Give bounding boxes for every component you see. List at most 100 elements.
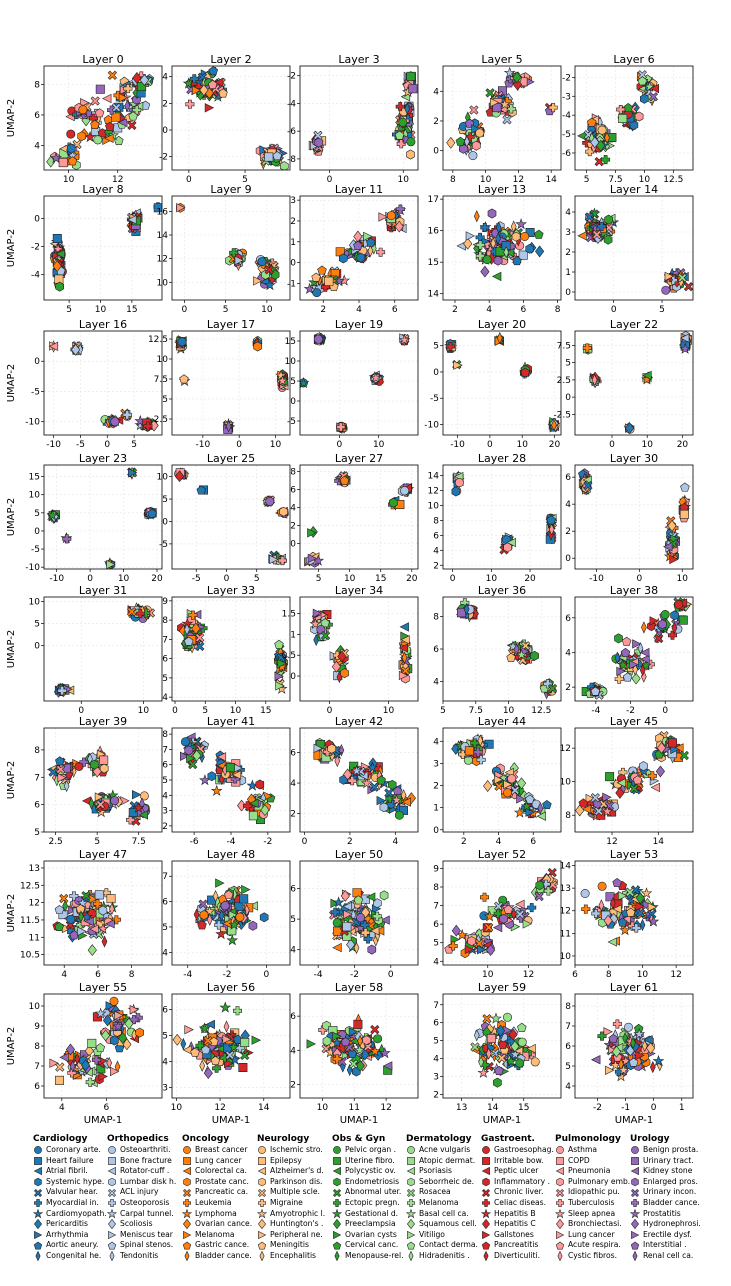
plot-frame	[299, 993, 419, 1099]
data-point	[590, 686, 601, 696]
data-point	[249, 798, 259, 808]
data-point	[507, 774, 517, 784]
data-point	[313, 743, 323, 753]
point-group	[174, 467, 289, 566]
data-point	[356, 913, 366, 923]
legend-entry-label: Bone fracture	[120, 1155, 172, 1165]
data-point	[530, 650, 539, 661]
x-tick-label: 0	[651, 1103, 657, 1113]
data-point	[464, 944, 475, 955]
data-point	[276, 374, 289, 386]
panel-title: Layer 25	[207, 452, 255, 465]
panel-layer-20: -10 0 10 20 -10 -5 0 5 Layer 20	[424, 318, 562, 450]
data-point	[504, 248, 515, 258]
legend-marker-icon	[33, 1241, 43, 1250]
data-point	[66, 129, 76, 139]
data-point	[248, 901, 258, 911]
data-point	[487, 208, 497, 219]
legend-marker-icon	[108, 1219, 116, 1230]
panel-layer-0: 10 12 4 6 8 Layer 0 UMAP-2	[6, 53, 163, 185]
x-tick-label: 5	[94, 837, 100, 847]
data-point	[189, 74, 199, 84]
legend-entry: Tuberculosis	[555, 1198, 631, 1209]
legend-entry: Ovarian cysts	[332, 1230, 408, 1241]
data-point	[400, 486, 410, 496]
x-tick-label: 0	[186, 175, 192, 185]
data-point	[537, 802, 544, 815]
y-tick-label: 2	[433, 782, 439, 792]
y-tick-label: 0	[162, 517, 168, 527]
legend-entry: Lung cancer	[182, 1156, 258, 1167]
data-point	[50, 152, 62, 164]
data-point	[306, 1039, 316, 1049]
data-point	[515, 909, 525, 919]
y-tick-label: 5	[34, 509, 40, 519]
x-tick-label: -10	[46, 440, 61, 450]
y-tick-label: 5	[433, 1037, 439, 1047]
x-tick-label: -2	[350, 970, 359, 980]
data-point	[54, 274, 64, 284]
data-point	[105, 919, 115, 929]
x-tick-label: 15	[126, 305, 137, 315]
x-tick-label: 12	[606, 837, 617, 847]
y-tick-label: 9	[34, 1022, 40, 1032]
y-tick-label: 12	[157, 255, 168, 265]
data-point	[49, 1058, 59, 1068]
legend-entry-label: Meningitis	[270, 1240, 309, 1250]
legend-entry-label: Scoliosis	[120, 1219, 153, 1229]
data-point	[602, 792, 612, 802]
y-tick-label: 3	[433, 759, 439, 769]
legend-entry: Polycystic ov.	[332, 1166, 408, 1177]
data-point	[548, 103, 558, 113]
data-point	[110, 796, 120, 806]
legend-entry: Osteoarthriti.	[107, 1145, 183, 1156]
legend-marker-icon	[332, 1167, 341, 1176]
legend-entry: Carpal tunnel.	[107, 1209, 183, 1220]
data-point	[401, 797, 411, 807]
y-tick-label: -6	[562, 149, 571, 159]
data-point	[590, 136, 600, 149]
data-point	[203, 1067, 213, 1080]
plot-frame	[299, 65, 419, 171]
data-point	[671, 621, 678, 635]
data-point	[534, 891, 544, 902]
y-tick-label: 14	[428, 471, 440, 481]
legend-entry-label: Heart failure	[46, 1155, 94, 1165]
legend-entry: Alzheimer's d.	[257, 1166, 333, 1177]
legend-entry-label: Peptic ulcer	[494, 1166, 539, 1176]
plot-frame	[574, 727, 694, 833]
y-tick-label: 4	[162, 791, 168, 801]
legend-entry: Bone fracture	[107, 1156, 183, 1167]
data-point	[663, 542, 673, 552]
y-tick-label: 6	[290, 485, 296, 495]
data-point	[611, 1045, 622, 1058]
y-tick-label: 1	[290, 238, 296, 248]
y-tick-label: -5	[31, 545, 40, 555]
panel-layer-58: 10 11 12 2 4 6 Layer 58 UMAP-1	[290, 981, 419, 1126]
data-point	[661, 285, 671, 295]
legend-marker-icon	[108, 1199, 116, 1208]
data-point	[373, 1034, 383, 1044]
panel-layer-22: 0 10 20 -2.5 0 2.5 5 7.5 Layer 22	[553, 318, 694, 450]
legend-entry: Scoliosis	[107, 1219, 183, 1230]
point-group	[577, 70, 659, 167]
y-tick-label: 10	[29, 491, 41, 501]
point-group	[308, 71, 418, 160]
y-tick-label: 16	[157, 207, 169, 217]
data-point	[480, 223, 490, 232]
y-axis-label: UMAP-2	[6, 229, 17, 268]
data-point	[87, 944, 97, 957]
data-point	[367, 944, 377, 955]
x-tick-label: 12	[214, 1103, 225, 1113]
data-point	[272, 151, 282, 161]
data-point	[118, 117, 128, 128]
legend-marker-icon	[406, 1188, 416, 1197]
legend-column-gastroent-: Gastroent. Gastroesophag. Irritable bow. Pe…	[481, 1133, 557, 1262]
data-point	[641, 621, 647, 634]
panel-layer-48: -4 -2 0 4 5 6 7 Layer 48	[162, 848, 291, 980]
data-point	[199, 1059, 206, 1072]
legend-marker-icon	[183, 1146, 191, 1155]
plot-frame	[171, 464, 291, 570]
x-tick-label: 12	[513, 175, 524, 185]
legend-entry-label: Parkinson dis.	[270, 1176, 323, 1186]
